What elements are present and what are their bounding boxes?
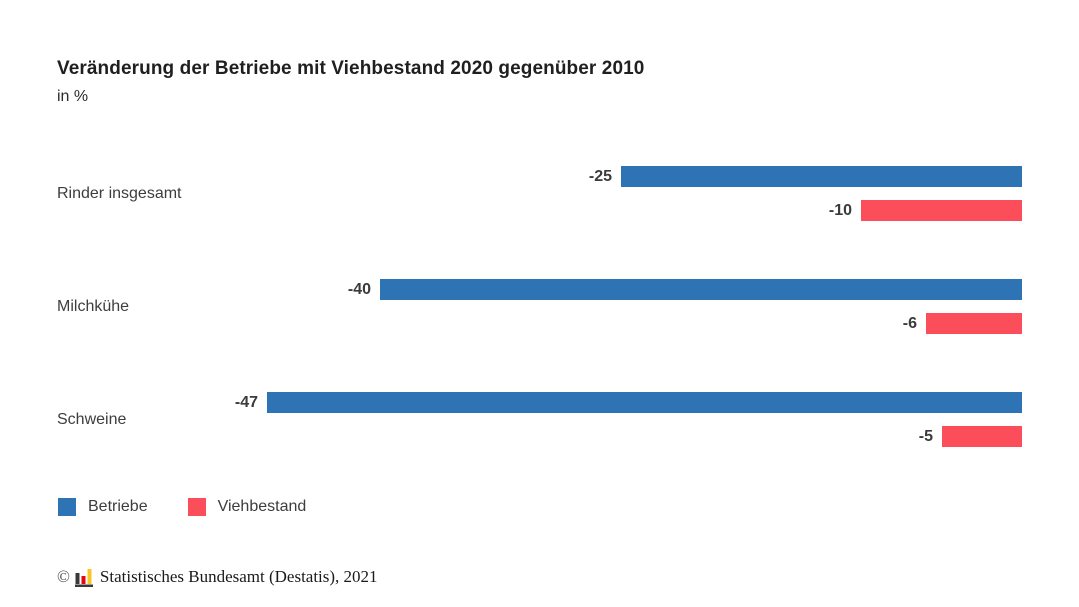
destatis-logo-icon — [74, 569, 93, 587]
chart-subtitle: in % — [57, 88, 89, 105]
bar-group: Rinder insgesamt -25 -10 — [0, 166, 1079, 221]
source-text: Statistisches Bundesamt (Destatis), 2021 — [99, 566, 378, 586]
legend-item-betriebe: Betriebe — [58, 498, 148, 516]
value-label: -47 — [234, 394, 258, 411]
legend: Betriebe Viehbestand — [58, 498, 346, 516]
legend-label: Viehbestand — [217, 498, 307, 515]
category-label: Milchkühe — [57, 297, 130, 315]
value-label: -25 — [588, 168, 612, 185]
value-label: -6 — [902, 315, 917, 332]
category-label: Rinder insgesamt — [57, 184, 182, 202]
copyright-symbol: © — [57, 566, 70, 586]
value-label: -5 — [918, 428, 933, 445]
chart-title: Veränderung der Betriebe mit Viehbestand… — [57, 58, 645, 79]
value-label: -10 — [828, 202, 852, 219]
bar-viehbestand — [942, 426, 1022, 447]
bar-viehbestand — [926, 313, 1022, 334]
bar-viehbestand — [861, 200, 1022, 221]
bar-betriebe — [380, 279, 1022, 300]
bar-group: Milchkühe -40 -6 — [0, 279, 1079, 334]
source-line: © Statistisches Bundesamt (Destatis), 20… — [57, 566, 378, 587]
bar-betriebe — [267, 392, 1022, 413]
category-label: Schweine — [57, 410, 127, 428]
value-label: -40 — [347, 281, 371, 298]
legend-item-viehbestand: Viehbestand — [187, 498, 307, 516]
bar-betriebe — [621, 166, 1022, 187]
legend-swatch-icon — [187, 498, 206, 516]
bar-group: Schweine -47 -5 — [0, 392, 1079, 447]
legend-label: Betriebe — [88, 498, 148, 515]
legend-swatch-icon — [58, 498, 76, 516]
plot-area: Rinder insgesamt -25 -10 Milchkühe -40 -6 Schw… — [0, 166, 1079, 467]
